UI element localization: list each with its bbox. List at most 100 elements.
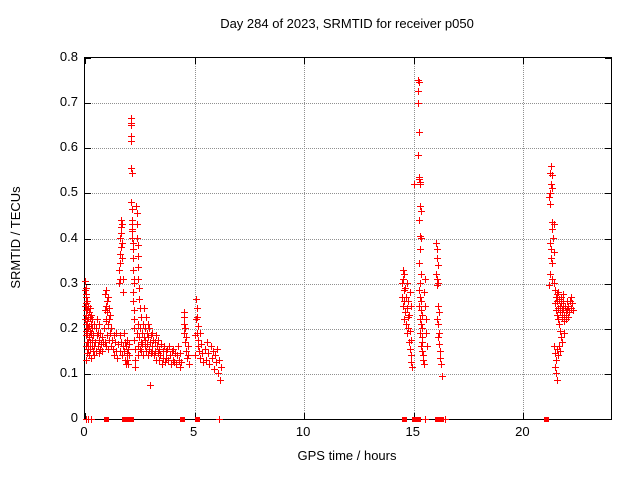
data-point [555,295,563,303]
data-point [84,318,92,326]
data-point [120,329,128,337]
data-point [93,347,101,355]
data-point [398,280,406,288]
data-point [128,137,136,145]
data-point [154,350,162,358]
data-point [109,345,117,353]
data-point [197,341,205,349]
data-point [138,329,146,337]
data-point [84,350,92,358]
data-point [118,255,126,263]
data-point [196,329,204,337]
data-point [117,259,125,267]
data-point [123,350,131,358]
y-tick-label: 0.3 [59,274,78,290]
data-point [168,347,176,355]
data-point [82,327,90,335]
data-point [558,307,566,315]
data-point [142,336,150,344]
data-point [128,205,136,213]
data-point [148,343,156,351]
data-point [547,169,555,177]
data-point [83,291,91,299]
y-tick [85,148,91,150]
data-point [136,334,144,342]
data-point [415,79,423,87]
data-point [555,320,563,328]
y-tick-mirror [605,238,611,240]
data-point [552,363,560,371]
data-point [118,352,126,360]
data-point [130,298,138,306]
data-point [114,354,122,362]
data-point [434,275,442,283]
data-point [96,320,104,328]
gridline-horizontal [85,238,611,240]
y-tick-mirror [605,283,611,285]
data-point [553,307,561,315]
data-point [115,280,123,288]
data-point [419,347,427,355]
data-point [116,250,124,258]
data-point [96,345,104,353]
data-point-zero [88,415,96,423]
data-point [555,289,563,297]
data-point [91,320,99,328]
data-point [147,381,155,389]
data-point-zero-run [439,416,445,422]
data-point [125,361,133,369]
data-point [94,316,102,324]
x-tick [85,413,86,419]
data-point [434,262,442,270]
data-point [116,266,124,274]
y-tick-label: 0.1 [59,364,78,380]
data-point [106,316,114,324]
y-tick [85,328,91,330]
data-point [101,307,109,315]
data-point [129,289,137,297]
data-point [185,352,193,360]
data-point [145,352,153,360]
data-point [83,311,91,319]
data-point [400,266,408,274]
data-point [550,248,558,256]
data-point [158,341,166,349]
data-point [416,302,424,310]
data-point [422,316,430,324]
data-point [183,334,191,342]
data-point [99,347,107,355]
y-tick [85,58,91,59]
data-point [83,332,91,340]
data-point [148,332,156,340]
data-point-zero-run [435,416,441,422]
data-point [569,300,577,308]
data-point [165,356,173,364]
x-tick-mirror [194,58,196,64]
y-tick-label: 0.6 [59,139,78,155]
data-point-zero [422,415,430,423]
data-point [102,338,110,346]
data-point [83,356,91,364]
data-point [558,334,566,342]
data-point [84,329,92,337]
data-point [565,302,573,310]
data-point [423,329,431,337]
y-tick-mirror [605,103,611,105]
data-point [407,327,415,335]
data-point [173,352,181,360]
data-point [550,343,558,351]
data-point [217,377,225,385]
data-point [205,350,213,358]
data-point [82,286,90,294]
data-point [144,341,152,349]
data-point [553,311,561,319]
gridline-horizontal [85,373,611,375]
data-point [399,275,407,283]
data-point [134,320,142,328]
data-point [122,343,130,351]
data-point [561,318,569,326]
data-point [192,332,200,340]
data-point [140,334,148,342]
gridline-horizontal [85,148,611,150]
data-point [142,313,150,321]
